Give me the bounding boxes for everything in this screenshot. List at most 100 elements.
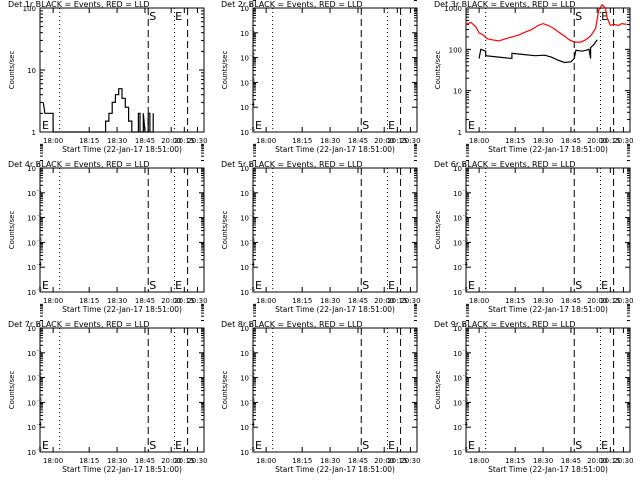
x-tick-label: 18:30 [320, 457, 340, 465]
y-tick-exponent: 0 [250, 3, 253, 9]
y-tick-label: 10 [27, 239, 36, 247]
y-axis-label: Counts/sec [221, 211, 229, 250]
x-tick-label: 20:00 [587, 457, 607, 465]
y-tick-exponent: 0 [463, 323, 466, 329]
y-tick-exponent: -5 [37, 447, 42, 453]
x-tick-label: 18:00 [469, 297, 489, 305]
y-tick-label: 10 [240, 30, 249, 38]
marker-e-left: E [255, 119, 262, 132]
x-tick-label: 18:15 [505, 457, 525, 465]
marker-e-right: E [601, 439, 608, 452]
y-tick-exponent: -5 [250, 127, 255, 133]
x-axis-label: Start Time (22-Jan-17 18:51:00) [275, 145, 395, 154]
panel-title: Det 5r BLACK = Events, RED = LLD [221, 160, 363, 169]
x-tick-label: 18:00 [256, 137, 276, 145]
y-axis-label: Counts/sec [221, 371, 229, 410]
y-tick-exponent: -1 [37, 188, 42, 194]
y-tick-exponent: -1 [250, 188, 255, 194]
y-tick-exponent: -2 [463, 373, 468, 379]
marker-e-right: E [175, 279, 182, 292]
marker-e-right: E [175, 10, 182, 23]
panel-title: Det 9r BLACK = Events, RED = LLD [434, 320, 576, 329]
y-tick-label: 10 [240, 424, 249, 432]
marker-s: S [575, 279, 582, 292]
y-axis-label: Counts/sec [8, 51, 16, 90]
y-tick-exponent: -1 [463, 188, 468, 194]
y-tick-label: 100 [23, 5, 36, 13]
x-tick-label: 20:15 [387, 457, 407, 465]
y-tick-label: 10 [240, 239, 249, 247]
y-tick-exponent: -2 [37, 213, 42, 219]
marker-e-right: E [601, 10, 608, 23]
y-tick-exponent: -1 [250, 28, 255, 34]
y-tick-exponent: -4 [463, 422, 468, 428]
x-tick-label: 18:15 [79, 137, 99, 145]
marker-s: S [575, 439, 582, 452]
y-tick-exponent: -4 [37, 262, 42, 268]
x-tick-label: 20:30 [613, 137, 633, 145]
x-tick-label: 20:15 [600, 297, 620, 305]
y-tick-label: 10 [27, 449, 36, 457]
chart-panel-3: Det 3r BLACK = Events, RED = LLD 1 10 100 10… [434, 0, 634, 154]
x-tick-label: 20:30 [400, 137, 420, 145]
x-tick-label: 18:00 [43, 297, 63, 305]
y-tick-label: 10 [240, 215, 249, 223]
marker-e-left: E [42, 279, 49, 292]
y-tick-label: 10 [27, 350, 36, 358]
marker-e-right: E [601, 279, 608, 292]
y-axis-label: Counts/sec [434, 371, 442, 410]
y-tick-label: 10 [453, 215, 462, 223]
y-axis-label: Counts/sec [434, 51, 442, 90]
x-tick-label: 20:00 [161, 137, 181, 145]
x-tick-label: 18:45 [561, 297, 581, 305]
x-tick-label: 20:15 [174, 457, 194, 465]
x-axis-label: Start Time (22-Jan-17 18:51:00) [62, 305, 182, 314]
x-tick-label: 20:00 [587, 297, 607, 305]
y-tick-exponent: -5 [37, 287, 42, 293]
x-tick-label: 18:15 [292, 457, 312, 465]
y-axis-label: Counts/sec [8, 211, 16, 250]
y-tick-label: 10 [240, 449, 249, 457]
y-tick-label: 10 [453, 190, 462, 198]
marker-s: S [149, 279, 156, 292]
y-tick-label: 10 [27, 289, 36, 297]
x-tick-label: 18:15 [505, 137, 525, 145]
x-tick-label: 18:15 [79, 457, 99, 465]
y-tick-label: 10 [240, 104, 249, 112]
marker-s: S [362, 119, 369, 132]
x-axis-label: Start Time (22-Jan-17 18:51:00) [62, 465, 182, 474]
x-tick-label: 20:15 [387, 137, 407, 145]
x-tick-label: 18:00 [43, 137, 63, 145]
y-axis-label: Counts/sec [8, 371, 16, 410]
marker-e-left: E [468, 119, 475, 132]
x-tick-label: 20:30 [187, 137, 207, 145]
marker-s: S [149, 439, 156, 452]
y-tick-exponent: -5 [250, 447, 255, 453]
y-tick-exponent: -3 [463, 237, 468, 243]
x-axis-label: Start Time (22-Jan-17 18:51:00) [488, 305, 608, 314]
panel-title: Det 2r BLACK = Events, RED = LLD [221, 0, 363, 9]
marker-s: S [362, 279, 369, 292]
x-tick-label: 20:15 [600, 457, 620, 465]
y-tick-exponent: -3 [250, 237, 255, 243]
y-tick-exponent: -5 [250, 287, 255, 293]
x-axis-label: Start Time (22-Jan-17 18:51:00) [275, 465, 395, 474]
plot-frame [252, 167, 418, 293]
x-tick-label: 18:45 [135, 297, 155, 305]
y-tick-exponent: 0 [250, 163, 253, 169]
y-tick-exponent: -2 [250, 373, 255, 379]
x-tick-label: 18:30 [533, 297, 553, 305]
y-tick-exponent: -2 [463, 213, 468, 219]
y-tick-label: 10 [27, 375, 36, 383]
y-tick-exponent: -3 [250, 77, 255, 83]
x-axis-label: Start Time (22-Jan-17 18:51:00) [62, 145, 182, 154]
y-tick-label: 1 [32, 129, 36, 137]
x-tick-label: 18:15 [505, 297, 525, 305]
y-tick-label: 10 [240, 55, 249, 63]
y-tick-label: 100 [449, 46, 462, 54]
y-tick-label: 10 [27, 190, 36, 198]
plot-frame [252, 7, 418, 133]
y-tick-label: 10 [27, 215, 36, 223]
x-tick-label: 20:15 [600, 137, 620, 145]
